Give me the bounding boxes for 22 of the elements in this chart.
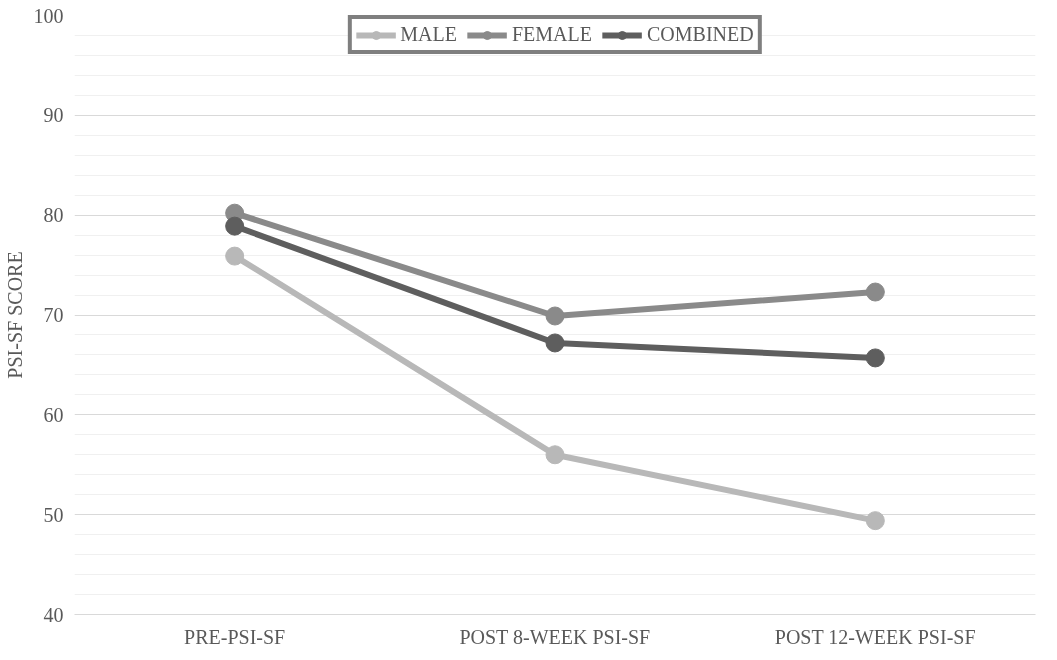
legend-label: MALE	[400, 23, 457, 46]
point	[225, 216, 245, 236]
x-tick-label: PRE-PSI-SF	[184, 625, 286, 648]
y-tick-label: 70	[43, 304, 64, 326]
y-tick-label: 100	[33, 4, 64, 27]
y-axis-title: PSI-SF SCORE	[3, 251, 26, 379]
y-tick-label: 60	[43, 403, 64, 426]
y-tick-label: 40	[43, 603, 64, 626]
x-tick-label: POST 8-WEEK PSI-SF	[459, 625, 651, 648]
legend-label: FEMALE	[512, 23, 592, 46]
point	[865, 511, 885, 531]
point	[865, 348, 885, 368]
point	[225, 246, 245, 266]
point	[545, 333, 565, 353]
y-tick-label: 50	[43, 503, 64, 526]
point	[545, 445, 565, 465]
y-tick-label: 80	[43, 204, 64, 227]
point	[865, 282, 885, 302]
x-tick-label: POST 12-WEEK PSI-SF	[774, 625, 976, 648]
point	[545, 306, 565, 326]
legend-label: COMBINED	[647, 23, 754, 46]
y-tick-label: 90	[43, 104, 64, 127]
